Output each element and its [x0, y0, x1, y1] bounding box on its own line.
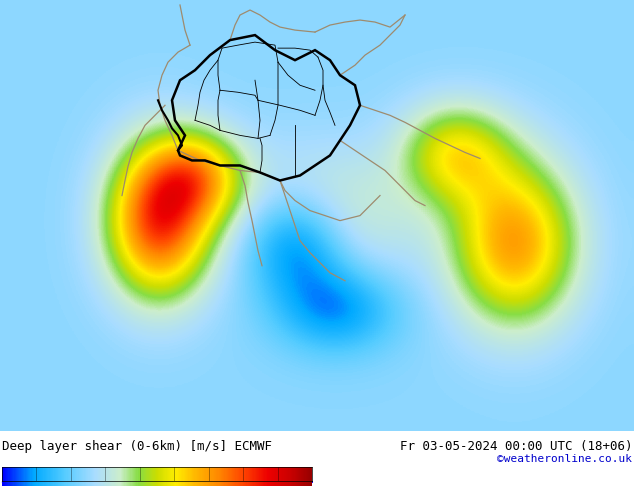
Text: ©weatheronline.co.uk: ©weatheronline.co.uk: [497, 454, 632, 464]
Text: Deep layer shear (0-6km) [m/s] ECMWF: Deep layer shear (0-6km) [m/s] ECMWF: [2, 440, 272, 453]
Text: Fr 03-05-2024 00:00 UTC (18+06): Fr 03-05-2024 00:00 UTC (18+06): [399, 440, 632, 453]
